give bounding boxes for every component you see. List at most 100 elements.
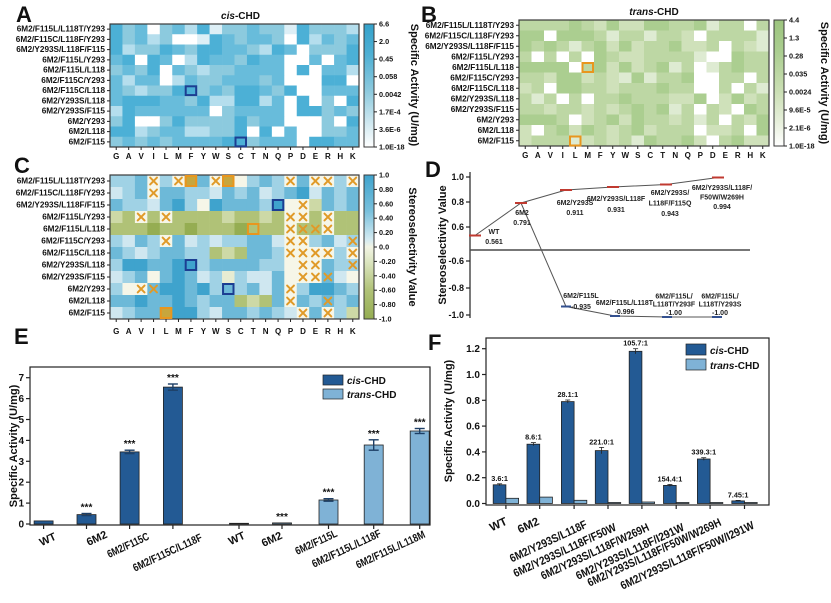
svg-text:6M2/Y293: 6M2/Y293 [68, 285, 106, 294]
svg-text:6M2/F115L/: 6M2/F115L/ [655, 294, 692, 301]
svg-text:6M2/Y293S/F115: 6M2/Y293S/F115 [451, 105, 515, 114]
svg-text:0.911: 0.911 [566, 210, 583, 217]
svg-text:-0.935: -0.935 [571, 304, 591, 311]
svg-text:0.60: 0.60 [379, 199, 393, 208]
svg-text:M: M [175, 327, 182, 336]
svg-text:G: G [522, 151, 528, 160]
svg-text:6M2/F115L/L118: 6M2/F115L/L118 [43, 66, 105, 75]
svg-text:Specific Activity (U/mg): Specific Activity (U/mg) [818, 22, 830, 145]
svg-text:-0.20: -0.20 [379, 257, 396, 266]
svg-text:***: *** [167, 373, 179, 384]
svg-text:WT: WT [489, 229, 501, 236]
svg-text:5: 5 [18, 415, 24, 426]
svg-text:6M2/F115C/L118F/Y293: 6M2/F115C/L118F/Y293 [425, 31, 515, 40]
svg-text:6M2/F115L/L118T: 6M2/F115L/L118T [596, 300, 654, 307]
svg-text:W: W [212, 327, 220, 336]
svg-text:154.4:1: 154.4:1 [658, 474, 683, 483]
svg-text:0.4: 0.4 [466, 447, 480, 458]
svg-text:D: D [425, 157, 441, 182]
svg-text:***: *** [368, 429, 380, 440]
svg-text:2: 2 [18, 478, 24, 489]
svg-text:2.0: 2.0 [379, 37, 389, 46]
svg-text:E: E [14, 324, 29, 349]
svg-text:6M2/Y293S: 6M2/Y293S [557, 200, 594, 207]
svg-text:T: T [251, 327, 256, 336]
svg-text:6M2/F115L/Y293: 6M2/F115L/Y293 [451, 52, 514, 61]
svg-text:H: H [337, 152, 343, 161]
svg-text:C: C [647, 151, 653, 160]
svg-text:Specific Activity (U/mg): Specific Activity (U/mg) [8, 384, 20, 507]
svg-text:W: W [212, 152, 220, 161]
svg-text:0.058: 0.058 [379, 72, 397, 81]
svg-text:-1.0: -1.0 [379, 315, 392, 324]
svg-text:0.035: 0.035 [789, 70, 807, 79]
svg-text:6M2/F115: 6M2/F115 [69, 137, 106, 146]
svg-text:E: E [313, 327, 319, 336]
svg-text:C: C [238, 327, 244, 336]
svg-text:N: N [263, 327, 269, 336]
svg-text:Specific Activity (U/mg): Specific Activity (U/mg) [443, 359, 455, 482]
svg-text:A: A [535, 151, 541, 160]
svg-text:0.8: 0.8 [466, 396, 480, 407]
svg-text:6M2/F115C/Y293: 6M2/F115C/Y293 [41, 237, 105, 246]
svg-text:L: L [573, 151, 578, 160]
svg-text:2.1E-6: 2.1E-6 [789, 124, 811, 133]
svg-text:0.791: 0.791 [513, 220, 531, 227]
svg-text:F: F [188, 327, 193, 336]
svg-text:Q: Q [685, 151, 691, 160]
svg-text:***: *** [414, 418, 426, 429]
svg-text:339.3:1: 339.3:1 [691, 448, 716, 457]
svg-text:-0.80: -0.80 [379, 300, 396, 309]
svg-text:N: N [263, 152, 269, 161]
svg-text:I: I [152, 152, 154, 161]
svg-text:0.80: 0.80 [379, 185, 393, 194]
svg-text:Stereoselectivity Value: Stereoselectivity Value [406, 187, 418, 306]
svg-text:D: D [300, 327, 306, 336]
svg-text:I: I [152, 327, 154, 336]
svg-text:H: H [337, 327, 343, 336]
svg-text:H: H [747, 151, 753, 160]
svg-text:4: 4 [18, 436, 24, 447]
svg-text:0.2: 0.2 [466, 473, 480, 484]
svg-text:6M2: 6M2 [515, 210, 529, 217]
svg-text:3.6:1: 3.6:1 [491, 474, 508, 483]
svg-text:6M2/F115L/L118T/Y293: 6M2/F115L/L118T/Y293 [17, 25, 106, 34]
svg-text:L118T/Y293F: L118T/Y293F [653, 302, 696, 309]
svg-text:-0.8: -0.8 [448, 283, 464, 293]
svg-text:K: K [350, 327, 356, 336]
svg-text:***: *** [124, 439, 136, 450]
svg-text:trans-CHD: trans-CHD [347, 390, 396, 401]
svg-text:6M2/F115C/L118F/Y293: 6M2/F115C/L118F/Y293 [16, 189, 106, 198]
svg-text:6M2/Y293S/L118: 6M2/Y293S/L118 [451, 94, 515, 103]
svg-text:cis-CHD: cis-CHD [710, 346, 749, 357]
svg-text:0.0024: 0.0024 [789, 88, 812, 97]
svg-text:0.40: 0.40 [379, 214, 393, 223]
svg-text:6M2/Y293S/L118F/F115: 6M2/Y293S/L118F/F115 [16, 201, 105, 210]
svg-text:0.28: 0.28 [789, 52, 803, 61]
svg-text:105.7:1: 105.7:1 [623, 339, 648, 348]
svg-text:I: I [562, 151, 564, 160]
svg-text:Q: Q [275, 152, 281, 161]
svg-text:6M2/Y293S/L118F/: 6M2/Y293S/L118F/ [692, 185, 752, 192]
svg-text:0.45: 0.45 [379, 55, 393, 64]
svg-text:S: S [635, 151, 641, 160]
svg-text:V: V [138, 327, 144, 336]
svg-text:-0.6: -0.6 [448, 256, 464, 266]
svg-text:M: M [175, 152, 182, 161]
svg-text:N: N [672, 151, 678, 160]
svg-text:28.1:1: 28.1:1 [557, 390, 578, 399]
svg-text:0.994: 0.994 [713, 204, 731, 211]
svg-text:***: *** [323, 488, 335, 499]
svg-text:6M2/F115L: 6M2/F115L [563, 293, 599, 300]
svg-text:R: R [735, 151, 741, 160]
svg-text:1.3: 1.3 [789, 34, 799, 43]
svg-text:L118F/F115Q: L118F/F115Q [649, 201, 692, 208]
svg-text:6M2/F115L/L118: 6M2/F115L/L118 [452, 63, 514, 72]
svg-text:0: 0 [18, 520, 24, 531]
svg-text:6M2/F115: 6M2/F115 [478, 136, 515, 145]
svg-text:0.0: 0.0 [466, 499, 480, 510]
svg-text:6M2/Y293S/L118: 6M2/Y293S/L118 [42, 261, 106, 270]
svg-text:D: D [300, 152, 306, 161]
svg-text:trans-CHD: trans-CHD [629, 7, 678, 18]
svg-text:1.0: 1.0 [466, 370, 480, 381]
